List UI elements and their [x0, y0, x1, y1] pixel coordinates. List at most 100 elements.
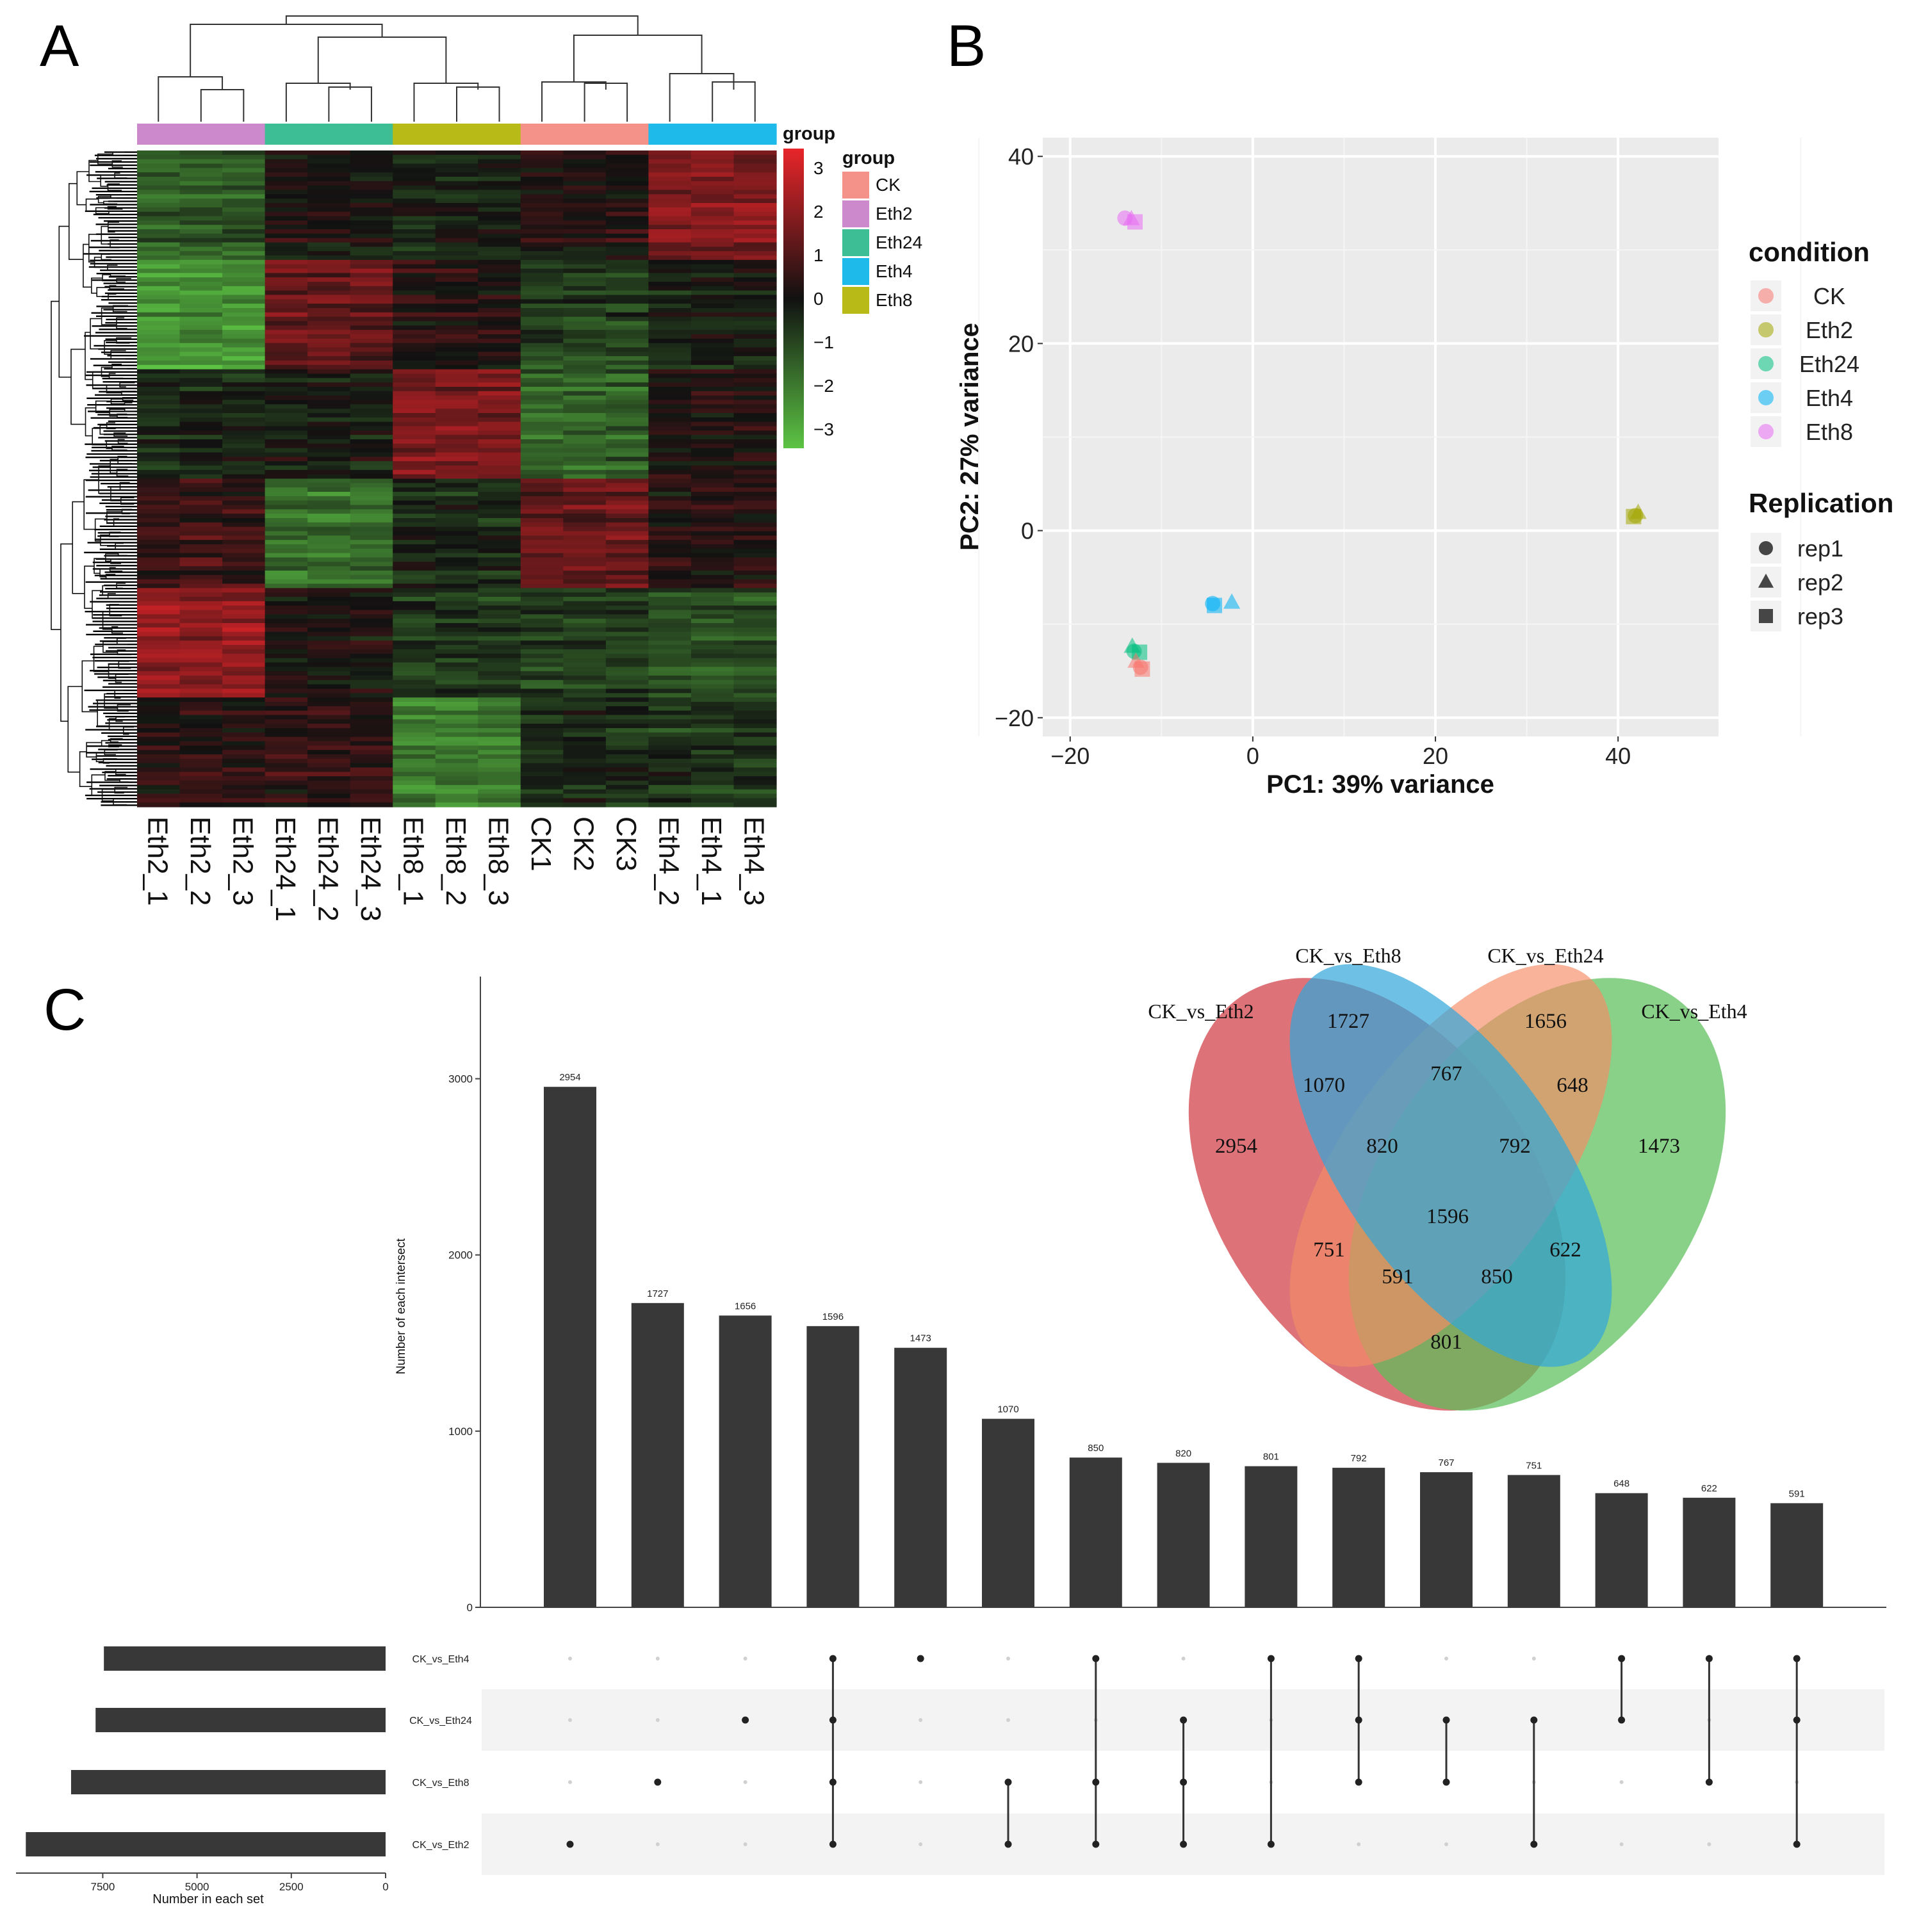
heatmap-cell — [648, 220, 692, 225]
heatmap-cell — [435, 448, 478, 453]
heatmap-cell — [179, 676, 223, 681]
heatmap-cell — [690, 321, 735, 326]
heatmap-cell — [733, 286, 777, 291]
heatmap-cell — [520, 190, 564, 195]
heatmap-cell — [520, 177, 564, 182]
heatmap-cell — [563, 356, 607, 361]
heatmap-cell — [520, 784, 564, 790]
dendrogram-branch — [81, 660, 98, 713]
heatmap-cell — [307, 430, 351, 435]
heatmap-cell — [393, 500, 436, 506]
heatmap-cell — [179, 378, 223, 383]
legend-key — [1758, 424, 1774, 439]
heatmap-cell — [435, 758, 478, 764]
heatmap-cell — [605, 426, 649, 431]
heatmap-cell — [307, 574, 351, 580]
heatmap-cell — [733, 793, 777, 799]
heatmap-cell — [520, 667, 564, 672]
heatmap-cell — [222, 282, 266, 287]
matrix-dot-filled — [1180, 1840, 1188, 1848]
heatmap-cell — [350, 203, 393, 208]
set-size-tick-label: 2500 — [279, 1881, 304, 1893]
heatmap-cell — [690, 474, 735, 480]
heatmap-cell — [733, 391, 777, 396]
heatmap-cell — [690, 352, 735, 357]
heatmap-cell — [605, 211, 649, 217]
heatmap-cell — [648, 216, 692, 221]
heatmap-cell — [265, 216, 308, 221]
heatmap-cell — [478, 492, 521, 497]
dendrogram-branch — [86, 742, 102, 758]
intersection-bar — [544, 1087, 596, 1607]
heatmap-cell — [690, 273, 735, 278]
heatmap-cell — [563, 469, 607, 475]
heatmap-cell — [435, 426, 478, 431]
heatmap-cell — [307, 548, 351, 554]
heatmap-cell — [265, 745, 308, 751]
heatmap-cell — [563, 304, 607, 309]
heatmap-cell — [307, 343, 351, 348]
heatmap-cell — [520, 242, 564, 247]
y-tick-label: 3000 — [448, 1073, 473, 1085]
heatmap-cell — [265, 719, 308, 724]
heatmap-cell — [222, 592, 266, 597]
heatmap-cell — [137, 679, 181, 685]
heatmap-cell — [393, 483, 436, 488]
heatmap-cell — [222, 361, 266, 366]
heatmap-cell — [307, 623, 351, 628]
heatmap-cell — [690, 776, 735, 781]
heatmap-cell — [222, 304, 266, 309]
heatmap-cell — [350, 238, 393, 243]
heatmap-cell — [520, 439, 564, 444]
heatmap-cell — [307, 697, 351, 702]
heatmap-cell — [179, 225, 223, 230]
dendrogram-branch — [106, 384, 122, 394]
heatmap-cell — [563, 671, 607, 676]
heatmap-cell — [393, 316, 436, 322]
heatmap-cell — [179, 724, 223, 729]
heatmap-cell — [520, 150, 564, 156]
heatmap-cell — [435, 421, 478, 427]
heatmap-cell — [222, 500, 266, 506]
heatmap-cell — [307, 190, 351, 195]
heatmap-cell — [265, 583, 308, 589]
heatmap-cell — [690, 706, 735, 711]
heatmap-cell — [733, 338, 777, 344]
heatmap-cell — [520, 343, 564, 348]
heatmap-cell — [222, 469, 266, 475]
heatmap-cell — [265, 487, 308, 492]
heatmap-cell — [137, 553, 181, 558]
heatmap-cell — [350, 662, 393, 667]
heatmap-cell — [690, 417, 735, 423]
heatmap-cell — [265, 574, 308, 580]
heatmap-cell — [265, 194, 308, 199]
heatmap-cell — [605, 592, 649, 597]
heatmap-cell — [307, 544, 351, 549]
heatmap-cell — [478, 579, 521, 585]
heatmap-cell — [733, 378, 777, 383]
heatmap-cell — [690, 784, 735, 790]
heatmap-cell — [733, 154, 777, 160]
heatmap-cell — [435, 273, 478, 278]
heatmap-cell — [137, 256, 181, 261]
heatmap-cell — [350, 571, 393, 576]
heatmap-cell — [605, 286, 649, 291]
heatmap-cell — [563, 430, 607, 435]
heatmap-cell — [648, 334, 692, 339]
heatmap-cell — [563, 443, 607, 449]
dendrogram-branch — [285, 83, 351, 122]
heatmap-cell — [265, 277, 308, 282]
heatmap-cell — [648, 772, 692, 777]
heatmap-cell — [478, 448, 521, 453]
heatmap-cell — [563, 614, 607, 619]
heatmap-cell — [137, 710, 181, 716]
heatmap-cell — [137, 601, 181, 606]
heatmap-cell — [179, 772, 223, 777]
heatmap-cell — [733, 343, 777, 348]
venn-title-ck-vs-eth2: CK_vs_Eth2 — [1148, 1000, 1253, 1023]
heatmap-cell — [563, 177, 607, 182]
heatmap-cell — [605, 259, 649, 265]
heatmap-cell — [307, 724, 351, 729]
heatmap-cell — [733, 282, 777, 287]
